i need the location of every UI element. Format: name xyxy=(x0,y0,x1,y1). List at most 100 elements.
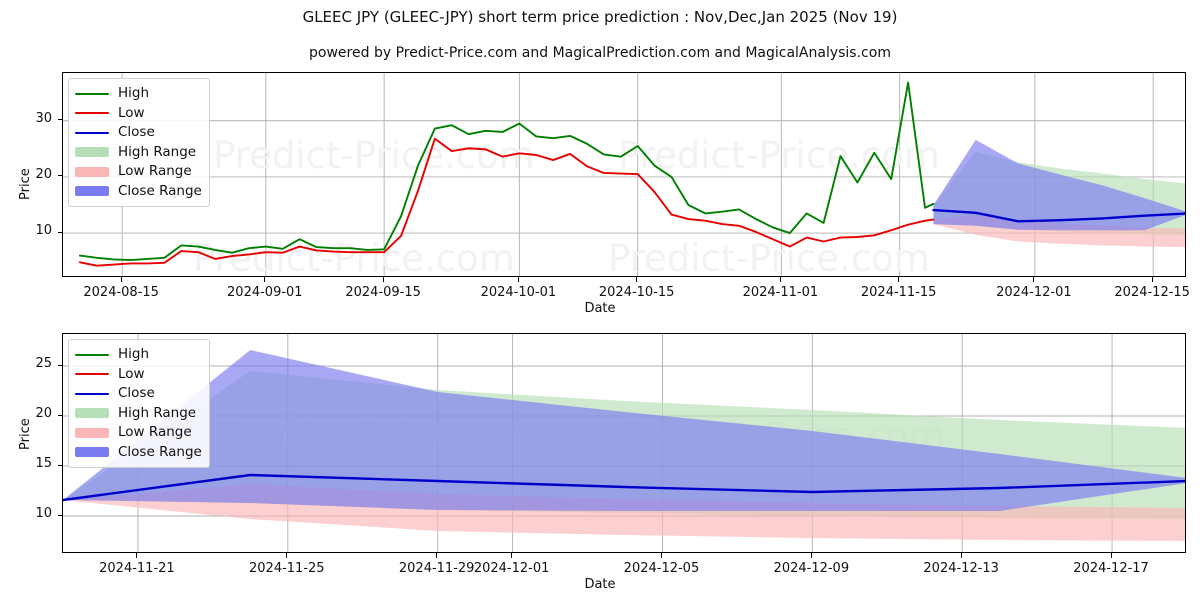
x-tick-label: 2024-11-29 xyxy=(398,561,475,576)
legend-item-label: Low Range xyxy=(118,424,192,440)
svg-text:Predict-Price.com: Predict-Price.com xyxy=(608,237,930,277)
legend-item-label: Close xyxy=(118,385,155,401)
x-tick-mark xyxy=(660,553,662,558)
x-tick-label: 2024-12-09 xyxy=(773,561,850,576)
legend-swatch-patch-icon xyxy=(75,184,109,198)
legend-swatch-line-icon xyxy=(75,387,109,401)
legend-swatch-patch-icon xyxy=(75,426,109,440)
bottom-chart-panel: Price Predict-Price.comPredict-Price.com… xyxy=(0,320,1200,600)
legend-item-high[interactable]: High xyxy=(75,84,201,104)
legend-item-low-range[interactable]: Low Range xyxy=(75,423,201,443)
x-tick-mark xyxy=(779,277,781,282)
x-tick-label: 2024-09-01 xyxy=(227,285,303,300)
legend-item-label: Low Range xyxy=(118,163,192,179)
legend-item-high-range[interactable]: High Range xyxy=(75,404,201,424)
y-tick-label: 25 xyxy=(35,356,52,371)
x-tick-mark xyxy=(1110,553,1112,558)
legend-swatch-line-icon xyxy=(75,106,109,120)
x-tick-label: 2024-11-01 xyxy=(742,285,819,300)
legend-swatch-line-icon xyxy=(75,367,109,381)
legend-item-label: Close xyxy=(118,124,155,140)
x-tick-label: 2024-12-17 xyxy=(1073,561,1149,576)
x-tick-mark xyxy=(810,553,812,558)
y-tick-label: 20 xyxy=(35,406,52,421)
y-tick-mark xyxy=(57,119,63,121)
legend-item-low[interactable]: Low xyxy=(75,365,201,385)
legend-item-close[interactable]: Close xyxy=(75,123,201,143)
legend-item-label: High Range xyxy=(118,143,197,160)
legend-item-low[interactable]: Low xyxy=(75,104,201,124)
legend-swatch-line-icon xyxy=(75,348,109,362)
svg-text:Predict-Price.com: Predict-Price.com xyxy=(618,134,940,177)
y-tick-label: 10 xyxy=(35,506,52,521)
legend-swatch-patch-icon xyxy=(75,165,109,179)
x-tick-label: 2024-12-13 xyxy=(923,561,999,576)
top-legend: High Low Close High Range Low Range Close Ran… xyxy=(68,78,210,207)
y-tick-mark xyxy=(57,231,63,233)
x-tick-mark xyxy=(1033,277,1035,282)
legend-item-close-range[interactable]: Close Range xyxy=(75,443,202,463)
legend-swatch-patch-icon xyxy=(75,445,109,459)
legend-item-label: Low xyxy=(118,365,145,382)
top-plot-area: Predict-Price.com Predict-Price.com Predic… xyxy=(62,72,1186,277)
x-tick-mark xyxy=(136,553,138,558)
page-subtitle: powered by Predict-Price.com and Magical… xyxy=(309,45,891,61)
legend-swatch-line-icon xyxy=(75,87,109,101)
legend-item-label: High xyxy=(118,85,150,101)
legend-item-low-range[interactable]: Low Range xyxy=(75,162,201,182)
y-tick-mark xyxy=(57,414,63,416)
legend-item-close-range[interactable]: Close Range xyxy=(75,182,202,202)
legend-item-high-range[interactable]: High Range xyxy=(75,143,201,163)
legend-item-high[interactable]: High xyxy=(75,345,201,365)
x-tick-label: 2024-11-15 xyxy=(860,285,937,300)
legend-item-close[interactable]: Close xyxy=(75,384,201,404)
bottom-x-axis-label: Date xyxy=(584,577,616,592)
x-tick-mark xyxy=(636,277,638,282)
x-tick-label: 2024-11-21 xyxy=(99,561,175,576)
x-tick-mark xyxy=(120,277,122,282)
y-tick-label: 30 xyxy=(35,110,52,126)
legend-swatch-patch-icon xyxy=(75,406,109,420)
top-x-axis-label: Date xyxy=(584,301,616,316)
x-tick-mark xyxy=(382,277,384,282)
x-tick-mark xyxy=(264,277,266,282)
bottom-legend: High Low Close High Range Low Range Close Ran… xyxy=(68,339,210,468)
legend-item-label: Low xyxy=(118,104,145,121)
legend-swatch-patch-icon xyxy=(75,145,109,159)
x-tick-mark xyxy=(1151,277,1153,282)
y-tick-label: 15 xyxy=(35,456,52,471)
legend-item-label: Close Range xyxy=(118,182,202,199)
top-chart-panel: Price Predict-Price.com Predict-Price.com… xyxy=(18,72,1190,316)
x-tick-label: 2024-08-15 xyxy=(83,285,159,300)
y-tick-label: 10 xyxy=(35,223,52,239)
y-tick-mark xyxy=(57,364,63,366)
y-tick-label: 20 xyxy=(35,166,52,182)
y-tick-mark xyxy=(57,175,63,177)
page-title: GLEEC JPY (GLEEC-JPY) short term price p… xyxy=(302,8,898,26)
y-tick-mark xyxy=(57,464,63,466)
top-plot-svg: Predict-Price.com Predict-Price.com Predic… xyxy=(63,73,1185,277)
x-tick-mark xyxy=(898,277,900,282)
x-tick-mark xyxy=(517,277,519,282)
x-tick-label: 2024-12-15 xyxy=(1114,285,1190,300)
x-tick-label: 2024-12-01 xyxy=(996,285,1072,300)
legend-item-label: High xyxy=(118,346,150,362)
x-tick-label: 2024-12-05 xyxy=(623,561,700,576)
y-tick-mark xyxy=(57,514,63,516)
x-tick-label: 2024-10-01 xyxy=(480,285,557,300)
x-tick-mark xyxy=(960,553,962,558)
x-tick-mark xyxy=(286,553,288,558)
svg-text:Predict-Price.com: Predict-Price.com xyxy=(193,237,515,277)
legend-item-label: High Range xyxy=(118,404,197,421)
x-tick-mark xyxy=(436,553,438,558)
legend-item-label: Close Range xyxy=(118,443,202,460)
x-tick-label: 2024-09-15 xyxy=(345,285,421,300)
x-tick-label: 2024-12-01 xyxy=(473,561,550,576)
svg-text:Predict-Price.com: Predict-Price.com xyxy=(213,134,535,177)
bottom-y-axis-label: Price xyxy=(18,418,33,450)
x-tick-mark xyxy=(511,553,513,558)
x-tick-label: 2024-10-15 xyxy=(598,285,675,300)
